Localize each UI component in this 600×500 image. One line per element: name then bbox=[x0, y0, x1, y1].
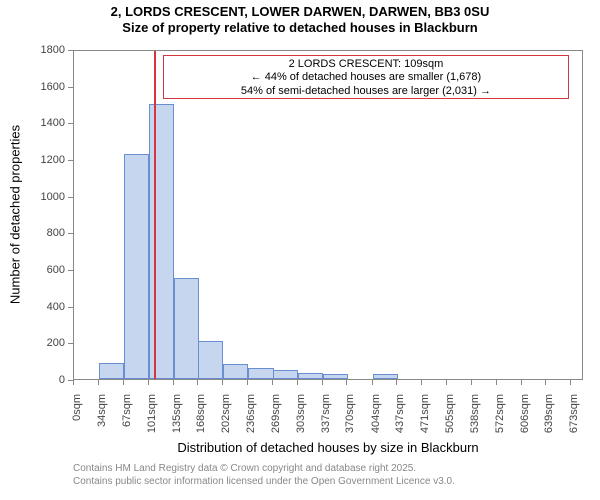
reference-line bbox=[154, 51, 156, 379]
histogram-bar bbox=[248, 368, 273, 379]
x-tick-label: 404sqm bbox=[370, 394, 382, 450]
x-tick-mark bbox=[446, 380, 447, 385]
x-tick-label: 101sqm bbox=[146, 394, 158, 450]
histogram-bar bbox=[223, 364, 248, 379]
footnote-line2: Contains public sector information licen… bbox=[73, 476, 455, 487]
histogram-bar bbox=[298, 373, 323, 379]
y-tick-label: 1600 bbox=[0, 81, 65, 93]
x-tick-mark bbox=[496, 380, 497, 385]
x-tick-mark bbox=[372, 380, 373, 385]
x-tick-label: 538sqm bbox=[469, 394, 481, 450]
x-tick-label: 135sqm bbox=[171, 394, 183, 450]
y-tick-label: 1800 bbox=[0, 44, 65, 56]
x-tick-mark bbox=[545, 380, 546, 385]
y-tick-label: 400 bbox=[0, 301, 65, 313]
x-tick-mark bbox=[322, 380, 323, 385]
x-tick-label: 639sqm bbox=[543, 394, 555, 450]
footnote-line1: Contains HM Land Registry data © Crown c… bbox=[73, 463, 416, 474]
y-tick-mark bbox=[68, 343, 73, 344]
title-line1: 2, LORDS CRESCENT, LOWER DARWEN, DARWEN,… bbox=[0, 4, 600, 20]
x-tick-label: 269sqm bbox=[270, 394, 282, 450]
histogram-bar bbox=[99, 363, 124, 380]
x-tick-mark bbox=[570, 380, 571, 385]
x-tick-mark bbox=[297, 380, 298, 385]
x-tick-label: 572sqm bbox=[494, 394, 506, 450]
x-tick-label: 67sqm bbox=[121, 394, 133, 450]
histogram-bar bbox=[373, 374, 398, 379]
y-tick-mark bbox=[68, 233, 73, 234]
x-tick-mark bbox=[346, 380, 347, 385]
histogram-bar bbox=[174, 278, 199, 379]
annotation-line3: 54% of semi-detached houses are larger (… bbox=[168, 85, 565, 99]
x-tick-label: 236sqm bbox=[245, 394, 257, 450]
x-tick-label: 303sqm bbox=[295, 394, 307, 450]
y-tick-mark bbox=[68, 197, 73, 198]
x-tick-mark bbox=[123, 380, 124, 385]
histogram-bar bbox=[198, 341, 223, 380]
y-tick-label: 1400 bbox=[0, 117, 65, 129]
x-tick-label: 0sqm bbox=[71, 394, 83, 450]
histogram-bar bbox=[273, 370, 298, 379]
x-tick-mark bbox=[421, 380, 422, 385]
y-axis-label: Number of detached properties bbox=[8, 115, 23, 315]
y-tick-label: 600 bbox=[0, 264, 65, 276]
x-tick-label: 337sqm bbox=[320, 394, 332, 450]
histogram-bar bbox=[149, 104, 174, 379]
x-tick-mark bbox=[197, 380, 198, 385]
x-tick-label: 505sqm bbox=[444, 394, 456, 450]
y-tick-label: 800 bbox=[0, 227, 65, 239]
x-tick-label: 606sqm bbox=[519, 394, 531, 450]
y-tick-mark bbox=[68, 160, 73, 161]
y-tick-label: 0 bbox=[0, 374, 65, 386]
x-tick-label: 370sqm bbox=[344, 394, 356, 450]
annotation-line1: 2 LORDS CRESCENT: 109sqm bbox=[168, 58, 565, 72]
x-tick-mark bbox=[148, 380, 149, 385]
y-tick-mark bbox=[68, 87, 73, 88]
x-tick-label: 202sqm bbox=[220, 394, 232, 450]
chart-title: 2, LORDS CRESCENT, LOWER DARWEN, DARWEN,… bbox=[0, 4, 600, 37]
x-tick-mark bbox=[396, 380, 397, 385]
histogram-bar bbox=[323, 374, 348, 379]
y-tick-mark bbox=[68, 50, 73, 51]
x-tick-mark bbox=[521, 380, 522, 385]
x-tick-mark bbox=[98, 380, 99, 385]
x-tick-label: 34sqm bbox=[96, 394, 108, 450]
y-tick-mark bbox=[68, 123, 73, 124]
annotation-box: 2 LORDS CRESCENT: 109sqm← 44% of detache… bbox=[163, 55, 570, 99]
y-tick-mark bbox=[68, 270, 73, 271]
x-tick-mark bbox=[272, 380, 273, 385]
x-tick-mark bbox=[247, 380, 248, 385]
x-tick-label: 437sqm bbox=[394, 394, 406, 450]
y-tick-label: 1000 bbox=[0, 191, 65, 203]
y-tick-mark bbox=[68, 307, 73, 308]
title-line2: Size of property relative to detached ho… bbox=[0, 20, 600, 36]
chart-root: 2, LORDS CRESCENT, LOWER DARWEN, DARWEN,… bbox=[0, 0, 600, 500]
x-tick-label: 168sqm bbox=[195, 394, 207, 450]
annotation-line2: ← 44% of detached houses are smaller (1,… bbox=[168, 71, 565, 85]
histogram-bar bbox=[124, 154, 149, 380]
y-tick-label: 1200 bbox=[0, 154, 65, 166]
y-tick-label: 200 bbox=[0, 337, 65, 349]
x-tick-mark bbox=[73, 380, 74, 385]
x-tick-mark bbox=[222, 380, 223, 385]
x-tick-mark bbox=[471, 380, 472, 385]
x-tick-label: 471sqm bbox=[419, 394, 431, 450]
plot-area: 2 LORDS CRESCENT: 109sqm← 44% of detache… bbox=[73, 50, 583, 380]
x-tick-label: 673sqm bbox=[568, 394, 580, 450]
x-tick-mark bbox=[173, 380, 174, 385]
